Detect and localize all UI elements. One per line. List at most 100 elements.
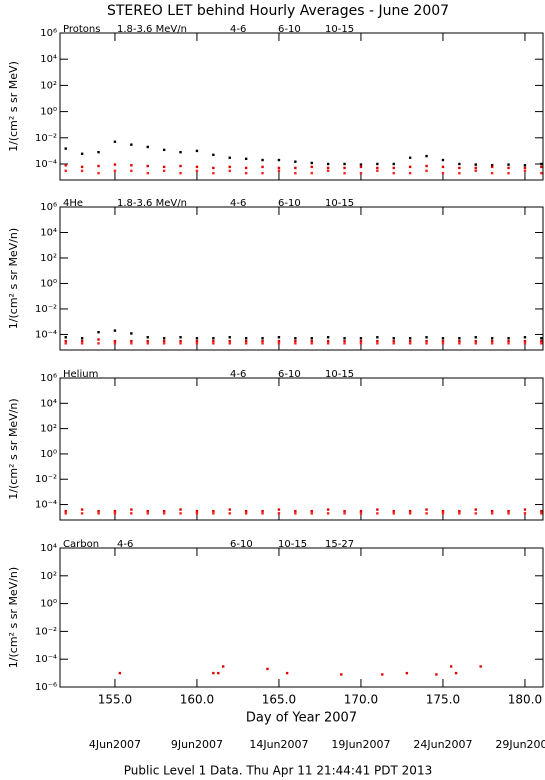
- y-tick-label: 10⁴: [40, 543, 57, 554]
- data-point: [80, 169, 84, 173]
- data-point: [212, 153, 215, 157]
- data-point: [310, 337, 313, 340]
- data-point: [326, 166, 330, 170]
- y-tick-label: 10⁻⁴: [35, 500, 57, 511]
- data-point: [490, 165, 494, 169]
- legend-entry: 4-6: [230, 369, 246, 380]
- data-point: [408, 165, 412, 169]
- y-tick-label: 10⁻⁶: [35, 682, 57, 693]
- data-point: [130, 512, 133, 515]
- data-point: [64, 164, 67, 167]
- data-point: [277, 166, 281, 170]
- data-point: [540, 171, 543, 175]
- data-point: [130, 332, 133, 335]
- data-point: [392, 166, 395, 170]
- data-point: [217, 671, 220, 675]
- data-point: [97, 509, 100, 513]
- data-point: [474, 512, 477, 515]
- data-point: [195, 509, 199, 513]
- data-point: [408, 156, 412, 159]
- data-point: [454, 671, 458, 675]
- data-point: [162, 512, 166, 515]
- data-point: [195, 149, 199, 153]
- data-point: [490, 164, 494, 167]
- y-axis-label: 1/(cm² s sr MeV/n): [7, 398, 20, 499]
- data-point: [376, 169, 379, 173]
- data-point: [458, 162, 461, 166]
- legend-entry: 6-10: [278, 369, 301, 380]
- data-point: [326, 342, 330, 345]
- data-point: [408, 342, 412, 345]
- legend-entry: 10-15: [325, 369, 354, 380]
- data-point: [97, 171, 100, 175]
- data-point: [146, 509, 149, 513]
- data-point: [195, 342, 199, 345]
- data-point: [507, 342, 510, 345]
- y-tick-label: 10⁴: [40, 398, 57, 409]
- data-point: [441, 509, 445, 513]
- data-point: [408, 337, 412, 340]
- date-label: 24Jun2007: [413, 738, 472, 751]
- data-point: [490, 339, 494, 343]
- data-point: [195, 512, 199, 515]
- data-point: [244, 337, 248, 340]
- data-point: [244, 339, 248, 343]
- data-point: [64, 342, 67, 345]
- data-point: [195, 169, 199, 173]
- data-point: [146, 342, 149, 345]
- data-point: [359, 171, 363, 175]
- legend-entry: 6-10: [278, 198, 301, 209]
- data-point: [540, 337, 543, 340]
- y-tick-label: 10⁻²: [35, 474, 57, 485]
- data-point: [523, 512, 527, 515]
- data-point: [425, 512, 428, 515]
- data-point: [80, 165, 84, 169]
- data-point: [195, 337, 199, 340]
- plot-frame: [59, 547, 544, 688]
- data-point: [228, 165, 231, 169]
- y-tick-label: 10⁻⁴: [35, 329, 57, 340]
- data-point: [458, 166, 461, 170]
- data-point: [261, 165, 264, 169]
- data-point: [490, 342, 494, 345]
- data-point: [376, 162, 379, 166]
- data-point: [376, 342, 379, 345]
- data-point: [425, 336, 428, 339]
- data-point: [441, 171, 445, 175]
- data-point: [97, 330, 100, 334]
- data-point: [490, 337, 494, 340]
- data-point: [277, 512, 281, 515]
- data-point: [261, 339, 264, 343]
- legend-entry: 4-6: [230, 198, 246, 209]
- data-point: [479, 665, 482, 668]
- data-point: [64, 339, 67, 343]
- data-point: [113, 512, 117, 515]
- data-point: [392, 162, 395, 166]
- data-point: [294, 339, 297, 343]
- data-point: [285, 671, 289, 675]
- data-point: [228, 342, 231, 345]
- data-point: [523, 339, 527, 343]
- data-point: [376, 512, 379, 515]
- data-point: [540, 165, 543, 169]
- data-point: [343, 337, 346, 340]
- data-point: [277, 169, 281, 173]
- data-point: [261, 337, 264, 340]
- data-point: [474, 336, 477, 339]
- data-point: [441, 512, 445, 515]
- data-point: [195, 165, 199, 169]
- data-point: [113, 169, 117, 173]
- x-tick-label: 155.0: [98, 693, 132, 707]
- data-point: [523, 336, 527, 339]
- data-point: [474, 169, 477, 173]
- data-point: [146, 145, 149, 149]
- data-point: [441, 342, 445, 345]
- data-point: [146, 339, 149, 343]
- date-label: 19Jun2007: [331, 738, 390, 751]
- data-point: [179, 342, 182, 345]
- data-point: [540, 339, 543, 343]
- data-point: [474, 166, 477, 170]
- data-point: [490, 509, 494, 513]
- data-point: [64, 147, 67, 150]
